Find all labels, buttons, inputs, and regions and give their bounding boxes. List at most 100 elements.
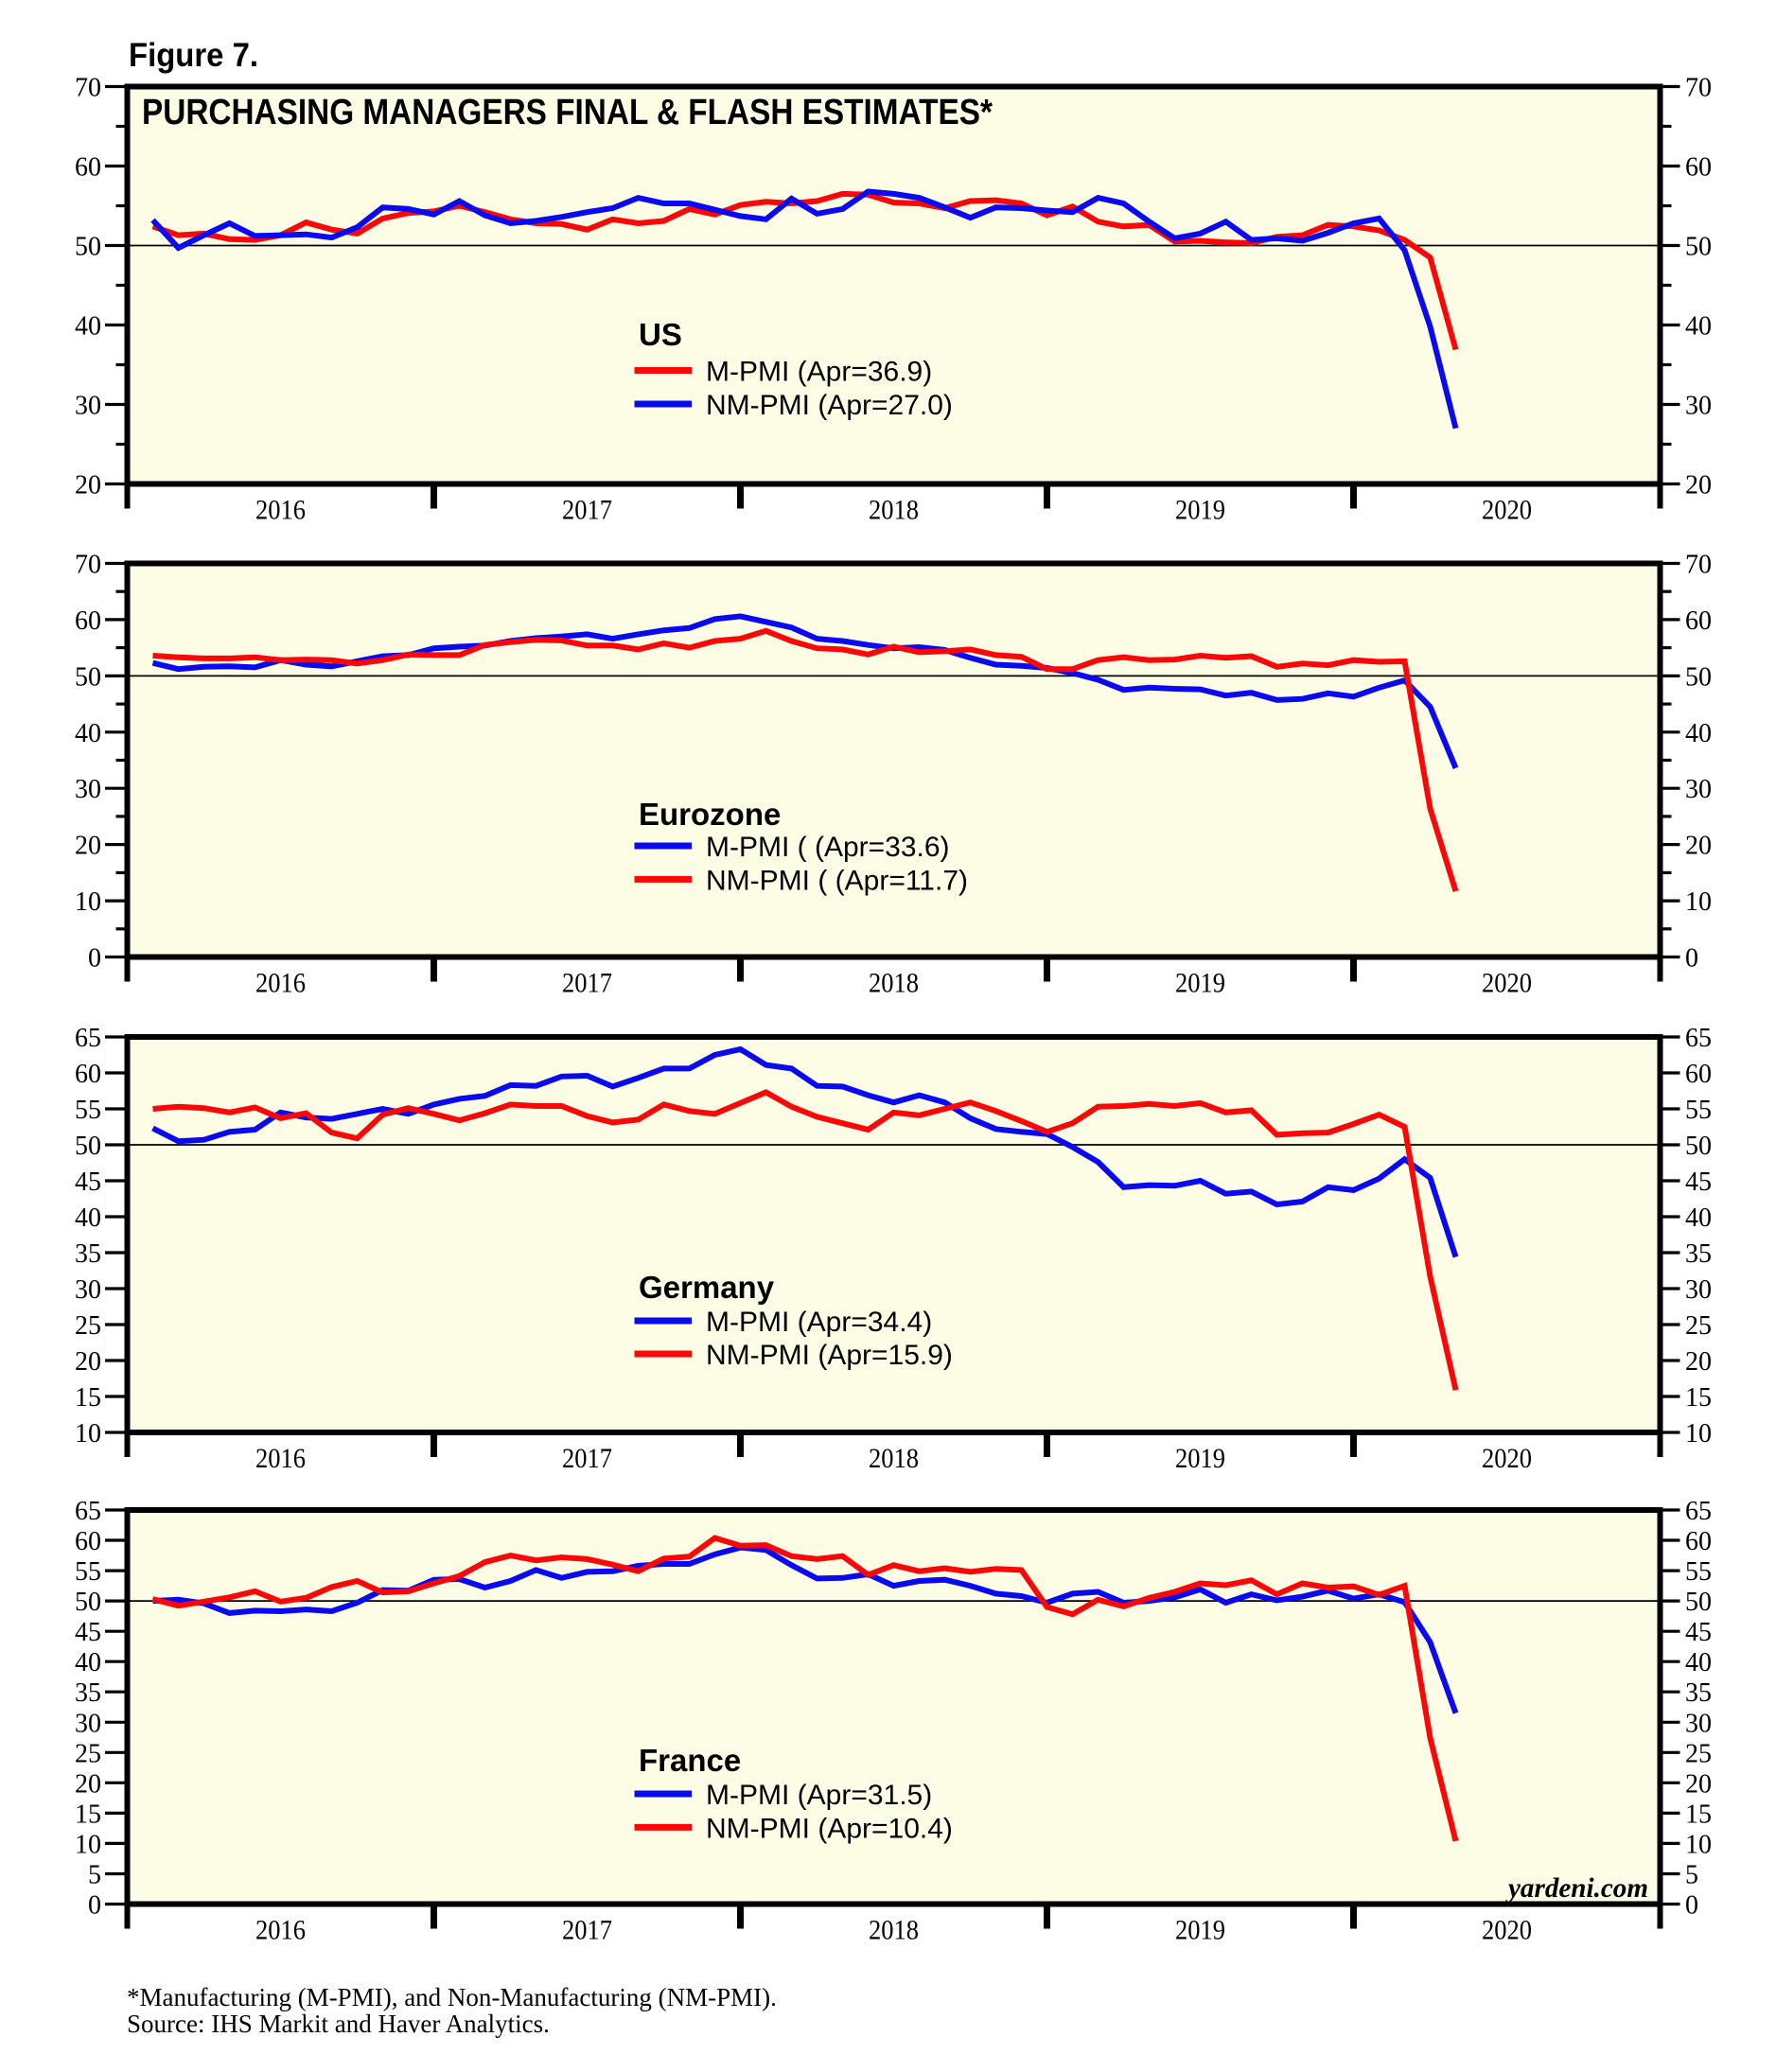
svg-text:M-PMI (Apr=34.4): M-PMI (Apr=34.4) — [706, 1307, 932, 1338]
svg-text:*Manufacturing (M-PMI), and No: *Manufacturing (M-PMI), and Non-Manufact… — [127, 1983, 777, 2011]
svg-text:Figure 7.: Figure 7. — [129, 37, 258, 74]
svg-text:20: 20 — [1685, 832, 1712, 861]
svg-text:50: 50 — [1685, 1588, 1712, 1617]
svg-text:PURCHASING MANAGERS FINAL & FL: PURCHASING MANAGERS FINAL & FLASH ESTIMA… — [142, 93, 993, 132]
svg-text:5: 5 — [1685, 1861, 1698, 1890]
svg-text:40: 40 — [75, 719, 101, 748]
svg-text:40: 40 — [75, 312, 101, 342]
svg-text:70: 70 — [75, 74, 101, 103]
svg-text:65: 65 — [75, 1024, 101, 1053]
svg-text:10: 10 — [1685, 887, 1712, 917]
svg-text:2019: 2019 — [1175, 1915, 1225, 1946]
svg-text:25: 25 — [1685, 1739, 1712, 1768]
svg-text:0: 0 — [1685, 1891, 1698, 1921]
svg-text:60: 60 — [1685, 1060, 1712, 1089]
svg-text:25: 25 — [1685, 1311, 1712, 1341]
svg-text:50: 50 — [75, 1588, 101, 1617]
svg-text:30: 30 — [1685, 392, 1712, 421]
svg-text:20: 20 — [75, 832, 101, 861]
svg-text:40: 40 — [75, 1203, 101, 1233]
svg-text:55: 55 — [1685, 1096, 1712, 1125]
svg-text:France: France — [639, 1743, 741, 1778]
svg-text:NM-PMI ( (Apr=11.7): NM-PMI ( (Apr=11.7) — [706, 865, 968, 896]
svg-text:15: 15 — [75, 1800, 101, 1829]
svg-text:M-PMI (Apr=31.5): M-PMI (Apr=31.5) — [706, 1780, 932, 1811]
svg-text:2018: 2018 — [869, 968, 919, 999]
svg-text:50: 50 — [1685, 1132, 1712, 1161]
svg-text:50: 50 — [75, 662, 101, 692]
svg-text:45: 45 — [75, 1618, 101, 1647]
svg-text:10: 10 — [75, 1830, 101, 1859]
svg-text:50: 50 — [75, 1132, 101, 1161]
svg-text:US: US — [639, 317, 682, 352]
svg-text:40: 40 — [1685, 1203, 1712, 1233]
svg-text:60: 60 — [75, 1060, 101, 1089]
svg-text:20: 20 — [1685, 1769, 1712, 1799]
svg-text:2017: 2017 — [562, 1915, 612, 1946]
svg-text:2016: 2016 — [255, 495, 306, 526]
svg-text:30: 30 — [1685, 775, 1712, 804]
svg-text:10: 10 — [1685, 1419, 1712, 1449]
svg-text:10: 10 — [1685, 1830, 1712, 1859]
svg-text:55: 55 — [1685, 1557, 1712, 1587]
svg-text:20: 20 — [75, 1769, 101, 1799]
svg-text:70: 70 — [75, 551, 101, 580]
svg-text:45: 45 — [1685, 1618, 1712, 1647]
svg-text:30: 30 — [75, 1275, 101, 1305]
svg-text:15: 15 — [1685, 1800, 1712, 1829]
svg-text:30: 30 — [1685, 1709, 1712, 1738]
svg-text:45: 45 — [1685, 1168, 1712, 1197]
svg-text:35: 35 — [75, 1678, 101, 1708]
svg-text:5: 5 — [88, 1861, 101, 1890]
svg-text:NM-PMI (Apr=27.0): NM-PMI (Apr=27.0) — [706, 390, 953, 421]
svg-text:NM-PMI (Apr=10.4): NM-PMI (Apr=10.4) — [706, 1813, 953, 1844]
svg-text:yardeni.com: yardeni.com — [1505, 1872, 1648, 1904]
svg-text:60: 60 — [75, 606, 101, 636]
svg-text:55: 55 — [75, 1096, 101, 1125]
svg-text:65: 65 — [1685, 1024, 1712, 1053]
svg-text:2017: 2017 — [562, 495, 612, 526]
svg-text:30: 30 — [75, 1709, 101, 1738]
svg-text:30: 30 — [1685, 1275, 1712, 1305]
svg-text:60: 60 — [1685, 153, 1712, 183]
svg-text:40: 40 — [1685, 312, 1712, 342]
svg-text:M-PMI ( (Apr=33.6): M-PMI ( (Apr=33.6) — [706, 832, 950, 863]
svg-text:0: 0 — [88, 1891, 101, 1921]
svg-text:2019: 2019 — [1175, 1443, 1225, 1474]
svg-text:2018: 2018 — [869, 1915, 919, 1946]
svg-text:2016: 2016 — [255, 1915, 306, 1946]
svg-text:2017: 2017 — [562, 968, 612, 999]
svg-text:2019: 2019 — [1175, 968, 1225, 999]
svg-text:20: 20 — [75, 471, 101, 500]
svg-text:35: 35 — [75, 1239, 101, 1269]
svg-text:0: 0 — [1685, 944, 1698, 974]
svg-text:2018: 2018 — [869, 1443, 919, 1474]
svg-text:35: 35 — [1685, 1239, 1712, 1269]
svg-text:70: 70 — [1685, 74, 1712, 103]
svg-text:30: 30 — [75, 775, 101, 804]
svg-text:60: 60 — [75, 1527, 101, 1556]
svg-text:25: 25 — [75, 1739, 101, 1768]
svg-text:35: 35 — [1685, 1678, 1712, 1708]
svg-text:40: 40 — [1685, 1648, 1712, 1677]
svg-text:2020: 2020 — [1482, 968, 1532, 999]
svg-text:Source: IHS Markit and Haver A: Source: IHS Markit and Haver Analytics. — [127, 2010, 550, 2038]
svg-text:30: 30 — [75, 392, 101, 421]
svg-text:Germany: Germany — [639, 1270, 775, 1305]
svg-text:M-PMI (Apr=36.9): M-PMI (Apr=36.9) — [706, 357, 932, 388]
svg-text:65: 65 — [1685, 1497, 1712, 1526]
svg-text:NM-PMI (Apr=15.9): NM-PMI (Apr=15.9) — [706, 1340, 953, 1371]
svg-text:45: 45 — [75, 1168, 101, 1197]
svg-text:25: 25 — [75, 1311, 101, 1341]
svg-text:10: 10 — [75, 1419, 101, 1449]
svg-text:2018: 2018 — [869, 495, 919, 526]
svg-text:50: 50 — [1685, 662, 1712, 692]
svg-text:2020: 2020 — [1482, 495, 1532, 526]
svg-text:50: 50 — [1685, 233, 1712, 262]
svg-text:20: 20 — [75, 1347, 101, 1377]
svg-text:2016: 2016 — [255, 1443, 306, 1474]
svg-text:15: 15 — [75, 1383, 101, 1413]
svg-text:60: 60 — [75, 153, 101, 183]
svg-text:40: 40 — [75, 1648, 101, 1677]
svg-text:20: 20 — [1685, 471, 1712, 500]
